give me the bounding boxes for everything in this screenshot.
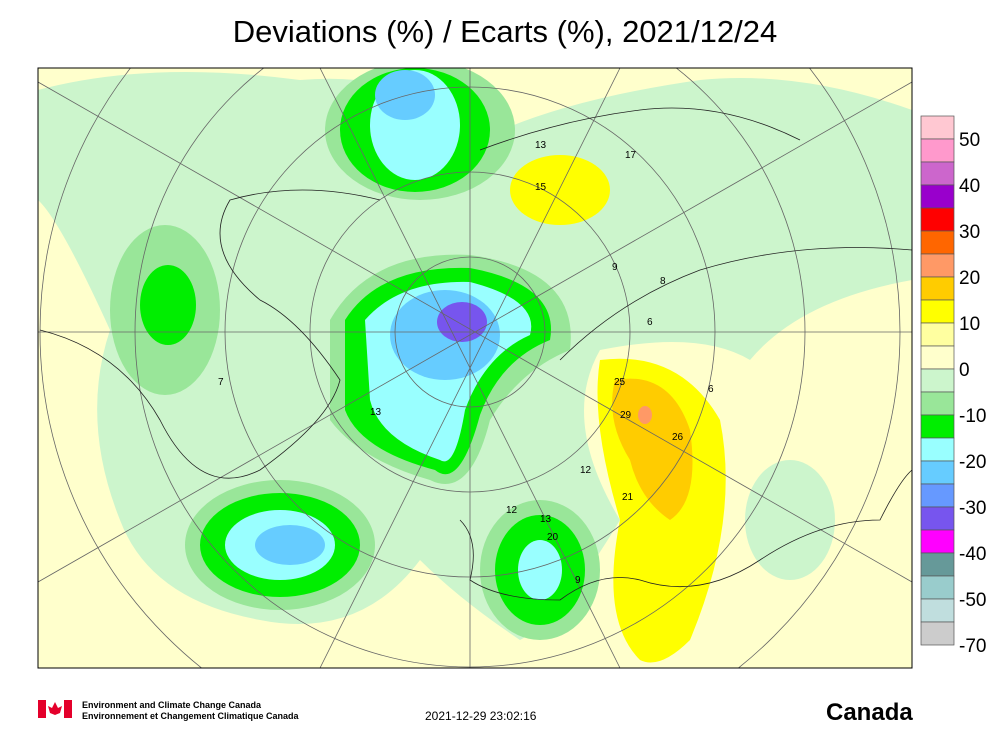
legend-box: [920, 391, 955, 416]
station-labels: 13 15 17 8 6 9 7 13 25 29 26 21 12 12 13…: [218, 140, 714, 586]
station-label: 13: [370, 407, 382, 418]
wordmark: Canada: [826, 699, 913, 726]
station-label: 13: [540, 514, 552, 525]
legend-label: -70: [959, 636, 986, 657]
station-label: 21: [622, 492, 634, 503]
legend-box: [920, 276, 955, 301]
station-label: 17: [625, 150, 637, 161]
legend-box: [920, 207, 955, 232]
legend-box: [920, 368, 955, 393]
legend-box: [920, 161, 955, 186]
legend-box: [920, 345, 955, 370]
legend-label: 50: [959, 130, 980, 151]
legend-box: [920, 230, 955, 255]
legend-box: [920, 529, 955, 554]
legend-box: [920, 322, 955, 347]
station-label: 7: [218, 377, 224, 388]
station-label: 13: [535, 140, 547, 151]
station-label: 9: [612, 262, 618, 273]
legend-box: [920, 460, 955, 485]
title: Deviations (%) / Ecarts (%), 2021/12/24: [233, 14, 777, 49]
legend: 50 40 30 20 10 0 -10 -20 -30 -40 -50 -70: [920, 115, 986, 657]
station-label: 26: [672, 432, 684, 443]
station-label: 12: [580, 465, 592, 476]
station-label: 6: [708, 384, 714, 395]
station-label: 9: [575, 575, 581, 586]
legend-box: [920, 299, 955, 324]
station-label: 6: [647, 317, 653, 328]
station-label: 15: [535, 182, 547, 193]
station-label: 29: [620, 410, 632, 421]
station-label: 25: [614, 377, 626, 388]
agency-fr: Environnement et Changement Climatique C…: [82, 711, 300, 721]
legend-label: 10: [959, 314, 980, 335]
legend-label: 20: [959, 268, 980, 289]
legend-label: -40: [959, 544, 986, 565]
legend-box: [920, 598, 955, 623]
legend-label: 30: [959, 222, 980, 243]
legend-box: [920, 184, 955, 209]
legend-box: [920, 621, 955, 646]
legend-box: [920, 414, 955, 439]
legend-label: 0: [959, 360, 970, 381]
agency-en: Environment and Climate Change Canada: [82, 700, 262, 710]
legend-box: [920, 253, 955, 278]
legend-label: -30: [959, 498, 986, 519]
legend-label: -50: [959, 590, 986, 611]
legend-box: [920, 575, 955, 600]
legend-label: 40: [959, 176, 980, 197]
timestamp: 2021-12-29 23:02:16: [425, 709, 537, 723]
station-label: 12: [506, 505, 518, 516]
footer: Environment and Climate Change Canada En…: [38, 699, 913, 726]
station-label: 8: [660, 276, 666, 287]
legend-label: -20: [959, 452, 986, 473]
legend-box: [920, 115, 955, 140]
legend-box: [920, 506, 955, 531]
map-frame: [37, 67, 913, 669]
station-label: 20: [547, 532, 559, 543]
map: [38, 68, 912, 668]
legend-box: [920, 138, 955, 163]
legend-box: [920, 552, 955, 577]
legend-box: [920, 437, 955, 462]
legend-box: [920, 483, 955, 508]
legend-label: -10: [959, 406, 986, 427]
